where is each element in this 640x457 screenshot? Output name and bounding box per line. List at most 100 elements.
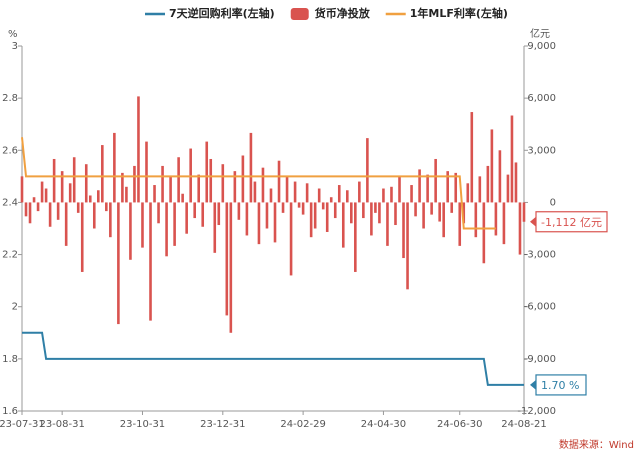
bar <box>350 202 353 224</box>
bar <box>48 202 52 227</box>
bar <box>205 141 209 203</box>
bar <box>209 158 213 203</box>
bar <box>265 202 269 229</box>
bar <box>161 165 164 203</box>
bar <box>418 169 421 203</box>
bar <box>378 202 381 224</box>
y2-tick-label: 0 <box>550 197 556 208</box>
bar <box>60 171 64 203</box>
right-axis-label: 亿元 <box>530 27 550 40</box>
bar <box>410 185 413 203</box>
bar <box>506 174 510 203</box>
x-tick-label: 24-06-30 <box>437 419 482 430</box>
bar <box>76 202 80 213</box>
bar <box>181 193 184 203</box>
bar <box>97 190 100 203</box>
bar <box>241 155 245 203</box>
y-tick-label: 2.2 <box>2 250 18 261</box>
bar <box>458 202 462 246</box>
legend: 7天逆回购利率(左轴) 货币净投放 1年MLF利率(左轴) <box>145 6 508 20</box>
y2-tick-label: 3,000 <box>527 145 556 156</box>
bar <box>133 165 136 203</box>
bar <box>358 181 361 203</box>
bar <box>80 202 84 272</box>
x-tick-label: 23-08-31 <box>39 419 84 430</box>
bar <box>88 195 92 203</box>
bar <box>414 202 417 217</box>
bar <box>522 202 526 222</box>
bar <box>217 202 221 226</box>
x-tick-label: 23-07-31 <box>0 419 45 430</box>
y2-tick-label: -12,000 <box>517 406 556 417</box>
bar <box>406 202 409 290</box>
bar <box>289 202 293 276</box>
bar <box>177 157 180 203</box>
legend-swatch <box>290 8 309 20</box>
bar <box>225 202 229 316</box>
bar <box>370 202 373 236</box>
bar <box>249 132 253 203</box>
bar <box>362 202 365 219</box>
y-tick-label: 3 <box>12 41 18 52</box>
x-tick-label: 23-10-31 <box>120 419 165 430</box>
bar <box>221 164 225 203</box>
bar <box>137 96 140 203</box>
bar <box>32 197 36 203</box>
y-tick-label: 2.6 <box>2 145 18 156</box>
bar <box>125 186 128 203</box>
bar <box>317 188 321 203</box>
bar <box>253 181 257 203</box>
bar <box>313 202 317 229</box>
bar <box>490 129 494 203</box>
bar <box>293 181 297 203</box>
y2-tick-label: -9,000 <box>524 354 556 365</box>
label-box <box>535 374 587 396</box>
bar <box>109 202 112 238</box>
bar <box>269 188 273 203</box>
bar <box>185 202 188 234</box>
bar <box>129 202 132 260</box>
y-tick-label: 2.4 <box>2 197 18 208</box>
bar <box>438 202 441 222</box>
bar <box>474 202 478 238</box>
bar <box>281 202 285 213</box>
bar <box>84 164 88 203</box>
bar <box>297 202 301 208</box>
label-pointer <box>530 379 536 390</box>
bar <box>398 176 401 203</box>
bar <box>450 202 454 213</box>
bar <box>117 202 120 325</box>
y-tick-label: 1.8 <box>2 354 18 365</box>
y2-tick-label: -3,000 <box>524 250 556 261</box>
y2-tick-label: -6,000 <box>524 302 556 313</box>
bar <box>72 157 76 203</box>
bar <box>462 202 466 224</box>
bar <box>470 112 474 203</box>
bar <box>337 185 341 203</box>
bar <box>518 202 522 255</box>
bar <box>285 176 289 203</box>
x-tick-label: 24-02-29 <box>280 419 325 430</box>
bar <box>273 202 277 243</box>
bar <box>442 202 445 238</box>
bar <box>434 158 437 203</box>
bar <box>233 171 237 203</box>
bar <box>20 176 24 203</box>
bar <box>121 172 124 203</box>
bar <box>201 202 205 227</box>
bar <box>374 202 377 213</box>
bar <box>193 202 196 219</box>
bar <box>386 202 389 246</box>
bar <box>426 174 429 203</box>
bar <box>390 186 393 203</box>
bar <box>145 141 148 203</box>
bar <box>141 202 144 248</box>
legend-label: 1年MLF利率(左轴) <box>410 6 508 20</box>
bar <box>422 202 425 229</box>
bar <box>92 202 96 229</box>
bar <box>366 138 369 203</box>
bar <box>305 183 309 203</box>
y2-tick-label: 6,000 <box>527 93 556 104</box>
bar <box>153 185 156 203</box>
